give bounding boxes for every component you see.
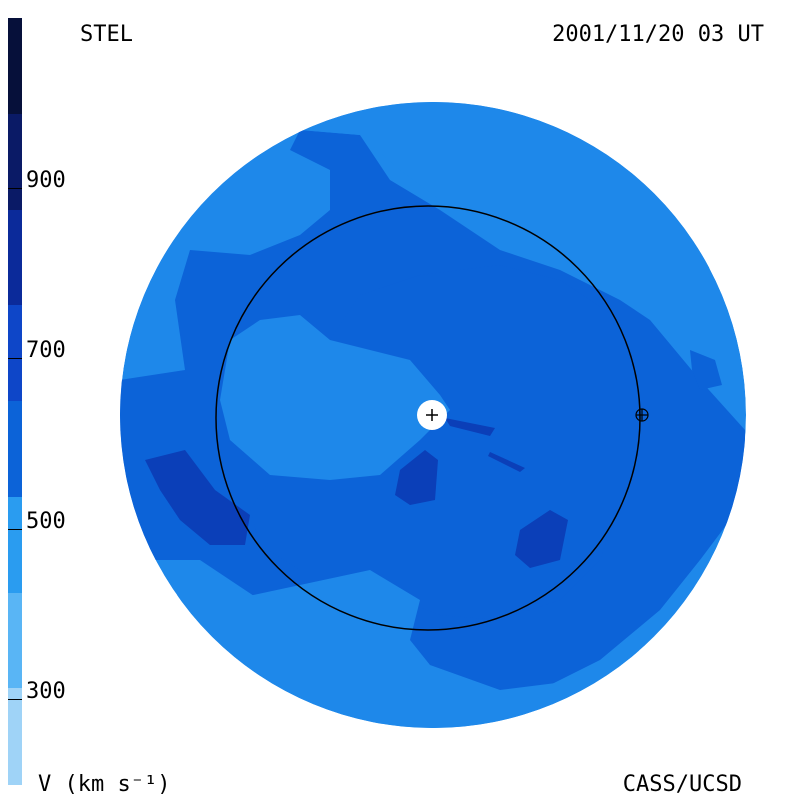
colorbar-segment	[8, 113, 22, 210]
colorbar-tick-label: 300	[26, 679, 66, 704]
colorbar-tick-label: 500	[26, 509, 66, 534]
colorbar-segment	[8, 18, 22, 115]
fast-flow-west-patch	[145, 450, 250, 545]
colorbar	[8, 18, 22, 785]
colorbar-tick	[8, 358, 22, 359]
colorbar-segment	[8, 209, 22, 306]
colorbar-tick-label: 700	[26, 338, 66, 363]
colorbar-segment	[8, 401, 22, 498]
colorbar-segment	[8, 496, 22, 593]
colorbar-tick	[8, 529, 22, 530]
colorbar-segment	[8, 592, 22, 689]
fast-flow-streak-2	[488, 452, 525, 472]
slow-flow-tongue	[220, 315, 450, 480]
timestamp-label: 2001/11/20 03 UT	[552, 22, 764, 47]
velocity-unit-label: V (km s⁻¹)	[38, 772, 171, 797]
fast-flow-south-patch	[515, 510, 568, 568]
mid-flow-east-patch	[690, 350, 722, 390]
colorbar-tick	[8, 699, 22, 700]
credit-label: CASS/UCSD	[622, 772, 742, 797]
sun-cross-icon	[426, 409, 438, 421]
fast-flow-center-patch	[395, 450, 438, 505]
earth-icon	[635, 408, 649, 422]
observatory-label: STEL	[80, 22, 133, 47]
fast-flow-streak	[445, 418, 495, 436]
earth-orbit-circle	[215, 205, 641, 631]
colorbar-segment	[8, 688, 22, 785]
colorbar-tick-label: 900	[26, 168, 66, 193]
colorbar-tick	[8, 188, 22, 189]
colorbar-segment	[8, 305, 22, 402]
